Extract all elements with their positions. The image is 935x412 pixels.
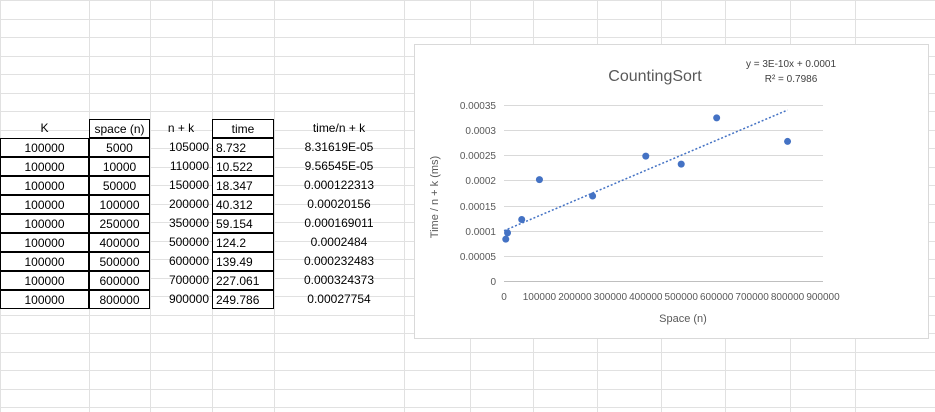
cell-time[interactable]: 8.732 [212, 138, 274, 157]
cell-time[interactable]: 139.49 [212, 252, 274, 271]
x-tick-label: 500000 [665, 292, 699, 303]
trend-r2: R² = 0.7986 [765, 74, 818, 85]
x-tick-label: 700000 [735, 292, 769, 303]
cell-ratio[interactable]: 0.00020156 [307, 197, 371, 211]
y-axis-label: Time / n + k (ms) [429, 156, 441, 238]
y-tick-label: 0 [490, 277, 496, 288]
cell-nk[interactable]: 900000 [168, 292, 209, 306]
data-point[interactable] [677, 160, 685, 168]
cell-k[interactable]: 100000 [0, 157, 89, 176]
x-tick-label: 400000 [629, 292, 663, 303]
cell-space[interactable]: 100000 [89, 195, 150, 214]
header-time[interactable]: time [212, 119, 274, 138]
cell-ratio[interactable]: 0.000122313 [303, 178, 375, 192]
y-tick-label: 0.00015 [460, 202, 497, 213]
x-tick-labels: 0 100000 200000 300000 400000 500000 600000 700… [501, 292, 840, 303]
cell-space[interactable]: 250000 [89, 214, 150, 233]
cell-space[interactable]: 500000 [89, 252, 150, 271]
y-tick-label: 0.00035 [460, 101, 497, 112]
x-tick-label: 900000 [806, 292, 840, 303]
x-tick-label: 0 [501, 292, 507, 303]
data-point[interactable] [518, 215, 526, 223]
cell-nk[interactable]: 105000 [168, 140, 209, 154]
data-point[interactable] [502, 235, 510, 243]
y-tick-label: 0.0001 [465, 227, 496, 238]
y-tick-labels: 0 0.00005 0.0001 0.00015 0.0002 0.00025 0.0003… [460, 101, 497, 288]
data-point[interactable] [504, 229, 512, 237]
y-tick-label: 0.00005 [460, 252, 497, 263]
data-points [502, 114, 792, 243]
cell-nk[interactable]: 200000 [168, 197, 209, 211]
trend-equation: y = 3E-10x + 0.0001 [746, 59, 837, 70]
cell-space[interactable]: 800000 [89, 290, 150, 309]
x-tick-label: 100000 [523, 292, 557, 303]
data-point[interactable] [535, 176, 543, 184]
trendline [503, 109, 788, 232]
cell-time[interactable]: 249.786 [212, 290, 274, 309]
cell-space[interactable]: 5000 [89, 138, 150, 157]
x-tick-label: 800000 [771, 292, 805, 303]
header-k[interactable]: K [40, 121, 49, 135]
header-space[interactable]: space (n) [89, 119, 150, 138]
cell-nk[interactable]: 110000 [169, 159, 209, 173]
cell-time[interactable]: 10.522 [212, 157, 274, 176]
cell-ratio[interactable]: 0.000232483 [303, 254, 375, 268]
cell-ratio[interactable]: 9.56545E-05 [304, 159, 374, 173]
cell-ratio[interactable]: 0.000169011 [304, 216, 374, 230]
cell-space[interactable]: 600000 [89, 271, 150, 290]
header-ratio[interactable]: time/n + k [312, 121, 366, 135]
cell-ratio[interactable]: 0.000324373 [303, 273, 375, 287]
cell-time[interactable]: 59.154 [212, 214, 274, 233]
cell-k[interactable]: 100000 [0, 252, 89, 271]
cell-time[interactable]: 227.061 [212, 271, 274, 290]
cell-k[interactable]: 100000 [0, 214, 89, 233]
chart-area[interactable]: 0 0.00005 0.0001 0.00015 0.0002 0.00025 0.0003… [414, 44, 929, 339]
cell-k[interactable]: 100000 [0, 233, 89, 252]
cell-ratio[interactable]: 0.0002484 [310, 235, 368, 249]
cell-k[interactable]: 100000 [0, 290, 89, 309]
chart-gridlines [504, 105, 823, 282]
cell-nk[interactable]: 600000 [168, 254, 209, 268]
x-tick-label: 600000 [700, 292, 734, 303]
scatter-chart: 0 0.00005 0.0001 0.00015 0.0002 0.00025 0.0003… [429, 59, 840, 325]
y-tick-label: 0.00025 [460, 151, 497, 162]
data-point[interactable] [589, 192, 597, 200]
cell-nk[interactable]: 700000 [168, 273, 209, 287]
cell-ratio[interactable]: 0.00027754 [307, 292, 371, 306]
cell-nk[interactable]: 350000 [168, 216, 209, 230]
cell-time[interactable]: 124.2 [212, 233, 274, 252]
x-tick-label: 300000 [594, 292, 628, 303]
cell-time[interactable]: 40.312 [212, 195, 274, 214]
cell-nk[interactable]: 500000 [168, 235, 209, 249]
y-tick-label: 0.0002 [465, 176, 496, 187]
cell-k[interactable]: 100000 [0, 138, 89, 157]
cell-nk[interactable]: 150000 [168, 178, 209, 192]
cell-space[interactable]: 10000 [89, 157, 150, 176]
cell-time[interactable]: 18.347 [212, 176, 274, 195]
header-nk[interactable]: n + k [167, 121, 195, 135]
cell-space[interactable]: 50000 [89, 176, 150, 195]
cell-space[interactable]: 400000 [89, 233, 150, 252]
data-point[interactable] [784, 137, 792, 145]
cell-k[interactable]: 100000 [0, 195, 89, 214]
cell-k[interactable]: 100000 [0, 176, 89, 195]
data-point[interactable] [713, 114, 721, 122]
x-tick-label: 200000 [558, 292, 592, 303]
cell-ratio[interactable]: 8.31619E-05 [304, 140, 374, 154]
x-axis-label: Space (n) [659, 313, 707, 325]
cell-k[interactable]: 100000 [0, 271, 89, 290]
data-point[interactable] [642, 152, 650, 160]
chart-title: CountingSort [608, 68, 702, 85]
y-tick-label: 0.0003 [465, 126, 496, 137]
